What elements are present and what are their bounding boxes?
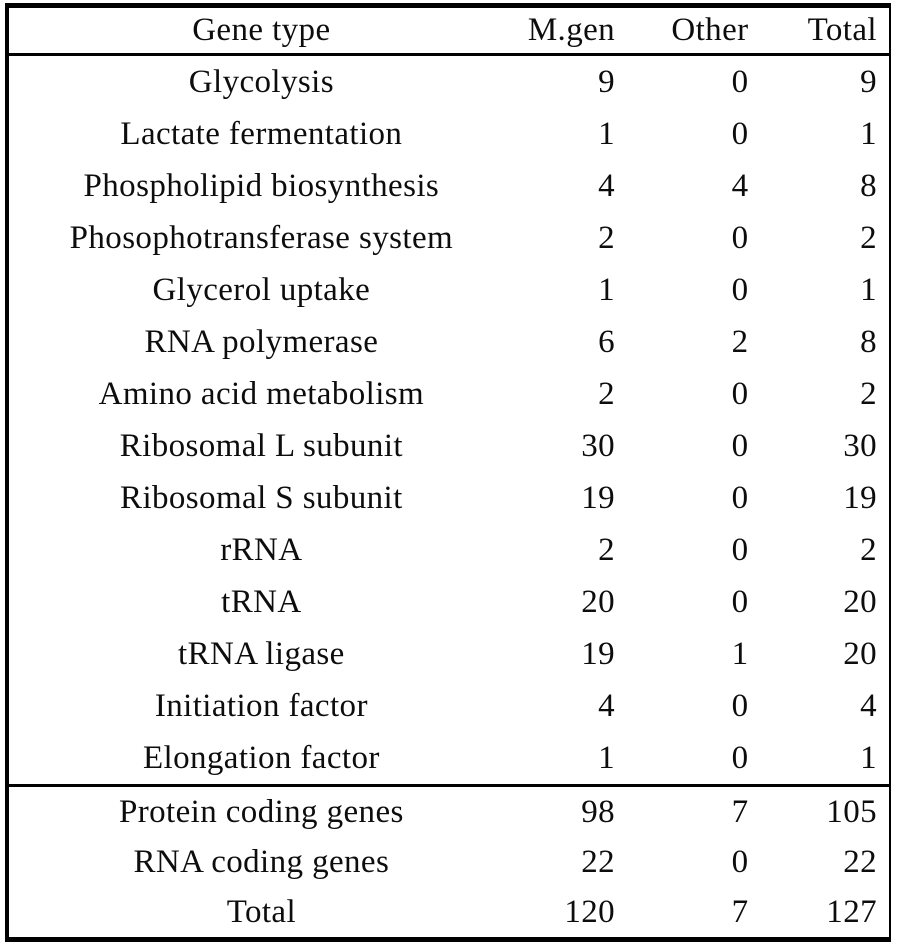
- mgen-value-cell: 22: [581, 843, 616, 880]
- gene-row: Amino acid metabolism 2 0 2: [7, 368, 890, 420]
- other-value-cell: 4: [731, 167, 749, 204]
- other-value-cell: 0: [731, 63, 749, 100]
- gene-row: Glycolysis 9 0 9: [7, 55, 890, 109]
- other-value-cell: 0: [731, 583, 749, 620]
- mgen-value-cell: 1: [598, 739, 616, 776]
- mgen-value-cell: 4: [598, 687, 616, 724]
- gene-type-cell: Amino acid metabolism: [98, 375, 425, 412]
- total-value-cell: 127: [826, 893, 877, 930]
- gene-row: tRNA ligase 19 1 20: [7, 628, 890, 680]
- gene-row: rRNA 2 0 2: [7, 524, 890, 576]
- gene-type-cell: RNA polymerase: [144, 323, 379, 360]
- mgen-value-cell: 2: [598, 375, 616, 412]
- gene-row: Initiation factor 4 0 4: [7, 680, 890, 732]
- mgen-value-cell: 1: [598, 115, 616, 152]
- other-value-cell: 0: [731, 479, 749, 516]
- column-header-total: Total: [807, 12, 877, 48]
- table-header: Gene type M.gen Other Total: [7, 6, 890, 55]
- total-value-cell: 1: [860, 115, 877, 152]
- mgen-value-cell: 1: [598, 271, 616, 308]
- other-value-cell: 0: [731, 843, 749, 880]
- gene-type-cell: Initiation factor: [154, 687, 368, 724]
- total-value-cell: 2: [860, 219, 877, 256]
- gene-type-cell: Elongation factor: [142, 739, 380, 776]
- gene-row: Ribosomal S subunit 19 0 19: [7, 472, 890, 524]
- summary-row: RNA coding genes 22 0 22: [7, 837, 890, 887]
- mgen-value-cell: 9: [598, 63, 616, 100]
- gene-row: Elongation factor 1 0 1: [7, 732, 890, 786]
- total-value-cell: 30: [843, 427, 877, 464]
- gene-row: Phospholipid biosynthesis 4 4 8: [7, 160, 890, 212]
- gene-type-cell: Phospholipid biosynthesis: [83, 167, 440, 204]
- header-row: Gene type M.gen Other Total: [7, 6, 890, 55]
- gene-type-cell: rRNA: [220, 531, 303, 568]
- other-value-cell: 1: [731, 635, 749, 672]
- gene-type-cell: Ribosomal S subunit: [120, 479, 403, 516]
- mgen-value-cell: 30: [581, 427, 616, 464]
- gene-row: Glycerol uptake 1 0 1: [7, 264, 890, 316]
- column-header-other: Other: [671, 12, 749, 48]
- total-value-cell: 1: [860, 739, 877, 776]
- gene-row: RNA polymerase 6 2 8: [7, 316, 890, 368]
- total-value-cell: 2: [860, 375, 877, 412]
- gene-type-cell: Lactate fermentation: [120, 115, 403, 152]
- total-value-cell: 8: [860, 167, 877, 204]
- mgen-value-cell: 98: [581, 793, 616, 830]
- mgen-value-cell: 4: [598, 167, 616, 204]
- gene-type-cell: Phosophotransferase system: [69, 219, 454, 256]
- mgen-value-cell: 6: [598, 323, 616, 360]
- total-value-cell: 2: [860, 531, 877, 568]
- other-value-cell: 0: [731, 739, 749, 776]
- other-value-cell: 0: [731, 219, 749, 256]
- gene-row: Lactate fermentation 1 0 1: [7, 108, 890, 160]
- mgen-value-cell: 19: [581, 479, 616, 516]
- gene-type-cell: RNA coding genes: [133, 843, 390, 880]
- gene-type-cell: Protein coding genes: [118, 793, 404, 830]
- gene-row: tRNA 20 0 20: [7, 576, 890, 628]
- total-value-cell: 20: [843, 583, 877, 620]
- total-value-cell: 1: [860, 271, 877, 308]
- table-body-summary: Protein coding genes 98 7 105 RNA coding gen…: [7, 785, 890, 940]
- mgen-value-cell: 2: [598, 219, 616, 256]
- gene-row: Phosophotransferase system 2 0 2: [7, 212, 890, 264]
- other-value-cell: 0: [731, 427, 749, 464]
- gene-type-cell: tRNA: [221, 583, 302, 620]
- column-header-mgen: M.gen: [527, 12, 616, 48]
- total-value-cell: 22: [843, 843, 877, 880]
- summary-row: Total 120 7 127: [7, 887, 890, 940]
- gene-type-cell: tRNA ligase: [178, 635, 345, 672]
- other-value-cell: 0: [731, 375, 749, 412]
- other-value-cell: 7: [731, 893, 749, 930]
- gene-type-cell: Total: [226, 893, 297, 930]
- gene-type-cell: Glycerol uptake: [152, 271, 371, 308]
- total-value-cell: 105: [826, 793, 877, 830]
- gene-type-cell: Ribosomal L subunit: [119, 427, 403, 464]
- other-value-cell: 2: [731, 323, 749, 360]
- mgen-value-cell: 20: [581, 583, 616, 620]
- other-value-cell: 0: [731, 531, 749, 568]
- total-value-cell: 9: [860, 63, 877, 100]
- table-body-main: Glycolysis 9 0 9 Lactate fermentation 1 0 1 Phos…: [7, 55, 890, 786]
- column-header-gene-type: Gene type: [192, 12, 331, 48]
- gene-type-cell: Glycolysis: [188, 63, 334, 100]
- mgen-value-cell: 120: [564, 893, 616, 930]
- mgen-value-cell: 19: [581, 635, 616, 672]
- other-value-cell: 0: [731, 115, 749, 152]
- mgen-value-cell: 2: [598, 531, 616, 568]
- total-value-cell: 20: [843, 635, 877, 672]
- total-value-cell: 8: [860, 323, 877, 360]
- summary-row: Protein coding genes 98 7 105: [7, 786, 890, 838]
- other-value-cell: 0: [731, 687, 749, 724]
- total-value-cell: 4: [860, 687, 877, 724]
- other-value-cell: 0: [731, 271, 749, 308]
- gene-type-table: Gene type M.gen Other Total Glycolysis 9 0…: [5, 3, 891, 942]
- other-value-cell: 7: [731, 793, 749, 830]
- total-value-cell: 19: [843, 479, 877, 516]
- gene-row: Ribosomal L subunit 30 0 30: [7, 420, 890, 472]
